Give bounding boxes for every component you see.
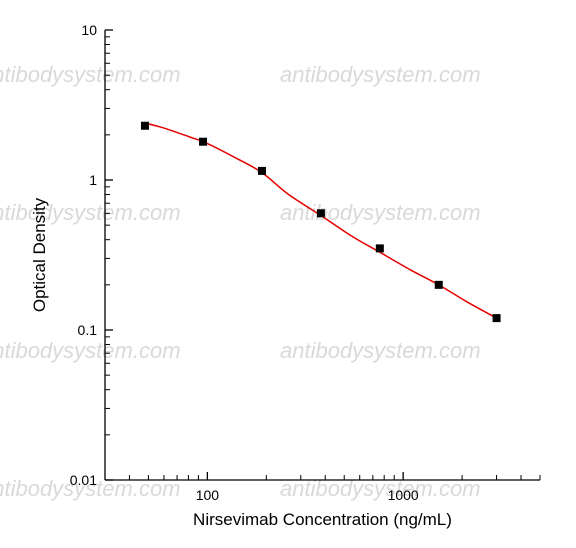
x-tick-label-1: 1000 <box>388 487 419 503</box>
y-axis-label: Optical Density <box>30 197 49 312</box>
y-tick-label-0: 0.01 <box>70 472 97 488</box>
watermark-3: antibodysystem.com <box>280 200 481 225</box>
data-point-1 <box>199 138 207 146</box>
data-point-6 <box>493 314 501 322</box>
data-point-5 <box>435 281 443 289</box>
data-point-3 <box>317 209 325 217</box>
chart-svg: antibodysystem.com antibodysystem.com anti… <box>0 0 576 548</box>
data-point-0 <box>141 122 149 130</box>
y-tick-label-3: 10 <box>81 22 97 38</box>
watermark-4: antibodysystem.com <box>0 338 181 363</box>
y-tick-label-2: 1 <box>89 172 97 188</box>
watermark-0: antibodysystem.com <box>0 62 181 87</box>
watermark-2: antibodysystem.com <box>0 200 181 225</box>
x-tick-label-0: 100 <box>196 487 220 503</box>
y-tick-label-1: 0.1 <box>78 322 98 338</box>
x-axis-label: Nirsevimab Concentration (ng/mL) <box>193 510 452 529</box>
watermark-5: antibodysystem.com <box>280 338 481 363</box>
watermark-1: antibodysystem.com <box>280 62 481 87</box>
chart-container: antibodysystem.com antibodysystem.com anti… <box>0 0 576 548</box>
data-point-4 <box>376 244 384 252</box>
data-point-2 <box>258 167 266 175</box>
